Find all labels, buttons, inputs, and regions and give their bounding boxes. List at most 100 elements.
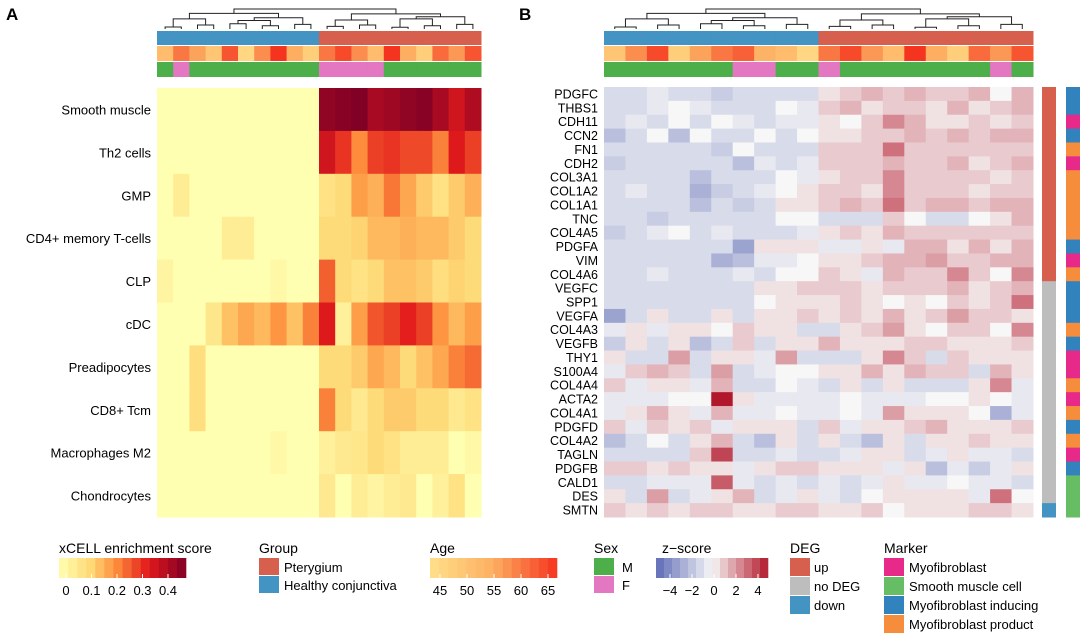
heatmap-cell [797, 461, 819, 476]
gene-label: DES [572, 490, 598, 504]
panel-b: BPDGFCTHBS1CDH11CCN2FN1CDH2COL3A1COL1A2C… [519, 5, 1080, 518]
heatmap-cell [238, 431, 255, 475]
row-label: Th2 cells [99, 145, 152, 160]
heatmap-cell [797, 197, 819, 213]
sex-annotation-cell [711, 62, 734, 77]
heatmap-cell [947, 489, 970, 504]
group-annotation-cell [968, 31, 991, 45]
heatmap-cell [947, 503, 970, 518]
sex-annotation-cell [464, 62, 482, 77]
heatmap-cell [775, 295, 798, 310]
panel-letter-b: B [519, 5, 531, 24]
heatmap-cell [689, 308, 712, 324]
group-annotation-cell [157, 31, 174, 45]
heatmap-cell [625, 295, 648, 310]
heatmap-cell [775, 308, 798, 324]
heatmap-cell [286, 388, 304, 432]
sex-annotation-cell [732, 62, 755, 77]
heatmap-cell [1011, 100, 1034, 116]
heatmap-cell [732, 128, 755, 143]
group-annotation-cell [205, 31, 223, 45]
heatmap-cell [668, 475, 691, 490]
heatmap-cell [732, 447, 755, 463]
heatmap-cell [775, 114, 798, 130]
heatmap-cell [383, 345, 401, 389]
heatmap-cell [335, 388, 352, 432]
marker-annotation-cell [1066, 142, 1080, 157]
heatmap-cell [319, 259, 336, 303]
heatmap-cell [968, 239, 991, 254]
heatmap-cell [319, 88, 336, 132]
deg-annotation-cell [1042, 350, 1056, 365]
heatmap-cell [754, 253, 777, 268]
age-annotation-cell [270, 46, 288, 61]
zscore-colorbar-segment [720, 558, 729, 578]
heatmap-cell [968, 489, 991, 504]
heatmap-cell [221, 431, 239, 475]
heatmap-cell [947, 211, 970, 227]
heatmap-cell [254, 88, 271, 132]
heatmap-cell [839, 406, 862, 421]
legend-row: xCELL enrichment score 0 0.1 0.2 0.3 0.4 Group… [59, 540, 1038, 633]
deg-legend-title: DEG [790, 540, 820, 556]
heatmap-cell [464, 130, 482, 175]
age-tick-label: 60 [514, 583, 528, 598]
heatmap-cell [351, 130, 369, 175]
heatmap-cell [1011, 378, 1034, 393]
heatmap-cell [189, 88, 207, 132]
heatmap-cell [319, 431, 336, 475]
heatmap-cell [775, 392, 798, 407]
heatmap-cell [775, 100, 798, 116]
heatmap-cell [839, 503, 862, 518]
age-annotation-cell [732, 46, 755, 61]
heatmap-cell [319, 388, 336, 432]
sex-annotation-cell [925, 62, 948, 77]
heatmap-cell [754, 364, 777, 379]
heatmap-cell [1011, 489, 1034, 504]
heatmap-cell [668, 184, 691, 199]
heatmap-cell [448, 259, 466, 303]
zscore-colorbar-segment [728, 558, 737, 578]
heatmap-cell [604, 503, 626, 518]
heatmap-cell [383, 302, 401, 346]
heatmap-cell [335, 431, 352, 475]
heatmap-cell [173, 173, 190, 218]
gene-label: PDGFD [554, 420, 598, 434]
gene-label: VIM [576, 254, 598, 268]
heatmap-cell [270, 345, 288, 389]
heatmap-cell [157, 345, 174, 389]
heatmap-cell [947, 114, 970, 130]
heatmap-cell [286, 173, 304, 218]
heatmap-cell [367, 130, 385, 175]
heatmap-cell [173, 474, 190, 518]
age-tick-label: 65 [541, 583, 555, 598]
heatmap-cell [968, 322, 991, 338]
marker-annotation-cell [1066, 461, 1080, 476]
heatmap-cell [968, 170, 991, 185]
heatmap-cell [818, 156, 841, 171]
heatmap-cell [904, 295, 927, 310]
gene-label: THBS1 [558, 101, 598, 115]
heatmap-cell [625, 114, 648, 130]
heatmap-cell [839, 433, 862, 449]
group-annotation-cell [754, 31, 777, 45]
heatmap-cell [302, 173, 320, 218]
age-colorbar-segment [511, 558, 522, 578]
heatmap-cell [732, 100, 755, 116]
group-annotation-cell [925, 31, 948, 45]
heatmap-cell [286, 259, 304, 303]
heatmap-cell [882, 419, 905, 435]
group-legend-label: Pterygium [284, 560, 343, 575]
heatmap-cell [1011, 281, 1034, 296]
heatmap-cell [732, 475, 755, 490]
heatmap-cell [625, 322, 648, 338]
heatmap-cell [754, 211, 777, 227]
sex-annotation-cell [775, 62, 798, 77]
heatmap-cell [668, 322, 691, 338]
deg-annotation-cell [1042, 475, 1056, 490]
heatmap-cell [711, 156, 734, 171]
gene-label: COL1A2 [550, 185, 598, 199]
heatmap-cell [882, 475, 905, 490]
heatmap-cell [732, 419, 755, 435]
heatmap-cell [416, 431, 433, 475]
